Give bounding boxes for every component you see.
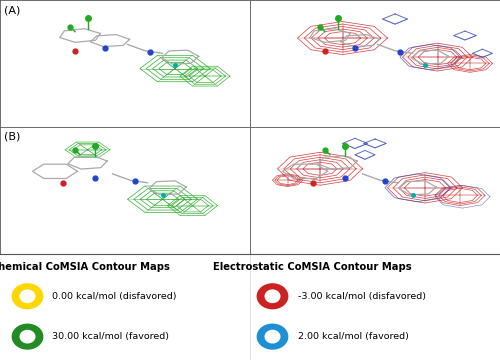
Text: (B): (B)	[4, 132, 20, 142]
Text: 0.00 kcal/mol (disfavored): 0.00 kcal/mol (disfavored)	[52, 292, 177, 301]
Ellipse shape	[13, 325, 42, 348]
Text: 2.00 kcal/mol (favored): 2.00 kcal/mol (favored)	[298, 332, 408, 341]
Ellipse shape	[264, 330, 280, 343]
Ellipse shape	[264, 289, 280, 303]
Ellipse shape	[258, 285, 287, 308]
Ellipse shape	[258, 325, 287, 348]
Text: Stereochemical CoMSIA Contour Maps: Stereochemical CoMSIA Contour Maps	[0, 262, 170, 272]
Text: Electrostatic CoMSIA Contour Maps: Electrostatic CoMSIA Contour Maps	[213, 262, 412, 272]
Ellipse shape	[20, 330, 36, 343]
Text: -3.00 kcal/mol (disfavored): -3.00 kcal/mol (disfavored)	[298, 292, 426, 301]
Text: 30.00 kcal/mol (favored): 30.00 kcal/mol (favored)	[52, 332, 170, 341]
Text: (A): (A)	[4, 5, 20, 15]
Ellipse shape	[13, 285, 42, 308]
Ellipse shape	[20, 289, 36, 303]
